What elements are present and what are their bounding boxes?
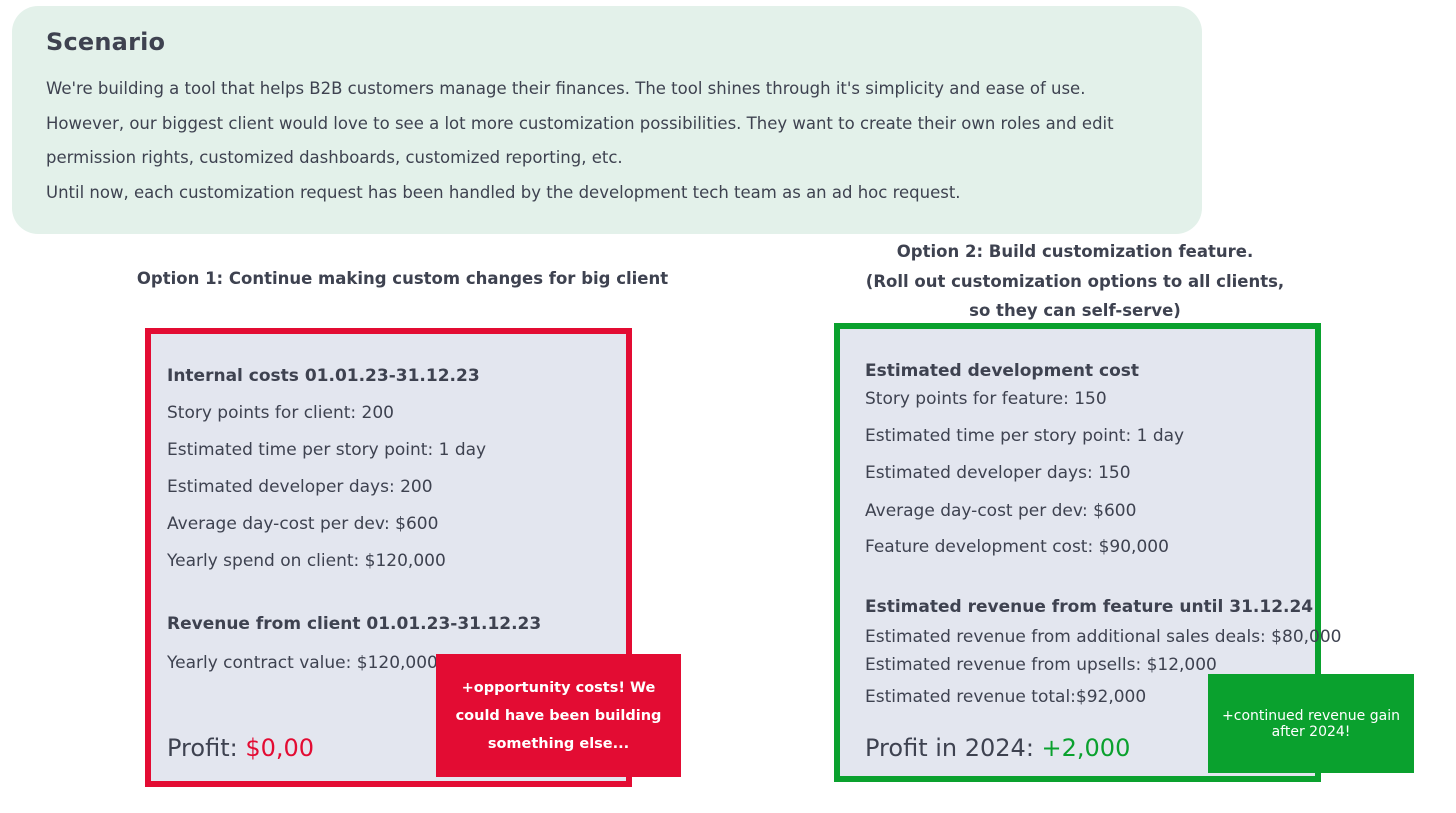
option1-cost-line: Story points for client: 200 (167, 403, 394, 423)
continued-revenue-note: +continued revenue gain after 2024! (1208, 674, 1414, 773)
option2-cost-line: Estimated time per story point: 1 day (865, 426, 1185, 446)
continued-revenue-note-text: +continued revenue gain after 2024! (1222, 707, 1400, 740)
option2-cost-line: Feature development cost: $90,000 (865, 537, 1169, 557)
option1-cost-line: Estimated time per story point: 1 day (167, 440, 487, 460)
option1-costs-heading: Internal costs 01.01.23-31.12.23 (167, 366, 480, 386)
option1-profit: Profit: $0,00 (167, 734, 314, 762)
option1-cost-line: Yearly spend on client: $120,000 (167, 551, 446, 571)
option2-heading-line: (Roll out customization options to all c… (865, 271, 1285, 291)
option2-profit: Profit in 2024: +2,000 (865, 734, 1130, 762)
option1-profit-label: Profit: (167, 734, 246, 762)
scenario-line: permission rights, customized dashboards… (46, 148, 623, 167)
option1-cost-line: Estimated developer days: 200 (167, 477, 433, 497)
option2-revenue-line: Estimated revenue from upsells: $12,000 (865, 655, 1217, 675)
option2-cost-line: Estimated developer days: 150 (865, 463, 1131, 483)
scenario-title: Scenario (46, 28, 166, 56)
option2-profit-value: +2,000 (1041, 734, 1131, 762)
option1-cost-line: Average day-cost per dev: $600 (167, 514, 439, 534)
option2-revenue-line: Estimated revenue from additional sales … (865, 627, 1342, 647)
option2-cost-line: Average day-cost per dev: $600 (865, 501, 1137, 521)
scenario-panel: Scenario We're building a tool that help… (12, 6, 1202, 234)
opportunity-cost-note: +opportunity costs! We could have been b… (436, 654, 681, 777)
option2-revenue-heading: Estimated revenue from feature until 31.… (865, 597, 1314, 617)
option1-heading: Option 1: Continue making custom changes… (136, 269, 669, 288)
option2-cost-heading: Estimated development cost (865, 361, 1139, 381)
option2-heading: Option 2: Build customization feature. (… (830, 237, 1320, 326)
scenario-line: However, our biggest client would love t… (46, 113, 1114, 133)
scenario-line: We're building a tool that helps B2B cus… (46, 79, 1086, 98)
scenario-line: Until now, each customization request ha… (46, 182, 961, 202)
option2-heading-line: so they can self-serve) (969, 301, 1181, 320)
option2-revenue-line: Estimated revenue total:$92,000 (865, 687, 1147, 707)
option1-card (145, 328, 632, 787)
option2-profit-label: Profit in 2024: (865, 734, 1042, 762)
option1-revenue-heading: Revenue from client 01.01.23-31.12.23 (167, 614, 542, 634)
option1-profit-value: $0,00 (245, 734, 315, 762)
option2-heading-line: Option 2: Build customization feature. (896, 242, 1254, 261)
option2-cost-line: Story points for feature: 150 (865, 389, 1107, 409)
option1-revenue-line: Yearly contract value: $120,000 (167, 653, 438, 673)
opportunity-cost-note-text: +opportunity costs! We could have been b… (455, 679, 662, 752)
